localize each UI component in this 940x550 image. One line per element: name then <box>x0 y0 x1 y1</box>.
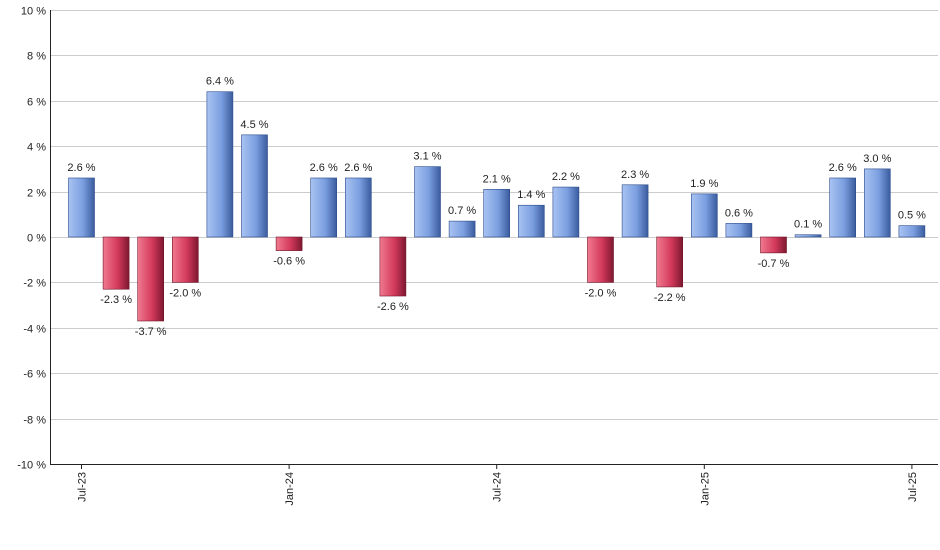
x-tick-label: Jan-24 <box>284 472 296 506</box>
bar-Jun-24 <box>448 220 476 238</box>
data-label: 0.6 % <box>725 207 753 219</box>
bar-Mar-24 <box>344 177 372 238</box>
bar-Jul-23 <box>68 177 95 238</box>
data-label: -0.6 % <box>273 256 305 268</box>
bar-Aug-24 <box>517 204 545 238</box>
bar-May-24 <box>414 166 441 238</box>
y-tick-label: -10 % <box>17 460 46 472</box>
x-tick-label: Jul-24 <box>492 472 504 502</box>
bar-Dec-24 <box>656 236 684 288</box>
data-label: 0.7 % <box>448 205 476 217</box>
data-label: 1.4 % <box>517 189 545 201</box>
data-labels: 2.6 % -2.3 % -3.7 % -2.0 % 6.4 % 4.5 % -0.6 % 2… <box>67 76 926 338</box>
bar-Jul-25 <box>898 225 926 238</box>
y-axis-ticks: 10 % 8 % 6 % 4 % 2 % 0 % -2 % -4 % -6 % -8 % -10 % <box>17 6 46 472</box>
x-tick-label: Jan-25 <box>699 472 711 506</box>
data-label: 2.6 % <box>344 162 372 174</box>
data-label: -2.0 % <box>585 287 617 299</box>
y-tick-label: 6 % <box>27 97 46 109</box>
data-label: 2.3 % <box>621 169 649 181</box>
bars <box>68 91 926 322</box>
bar-Aug-23 <box>102 236 130 290</box>
data-label: 2.6 % <box>67 162 95 174</box>
y-tick-label: 0 % <box>27 233 46 245</box>
bar-Dec-23 <box>241 134 268 238</box>
y-tick-label: 10 % <box>21 6 46 18</box>
bar-Jul-24 <box>483 189 511 238</box>
data-label: 0.1 % <box>794 219 822 231</box>
bar-Nov-24 <box>621 184 649 238</box>
bar-Oct-23 <box>172 236 199 283</box>
y-tick-label: -4 % <box>23 324 46 336</box>
bar-Feb-25 <box>725 223 753 238</box>
bar-Feb-24 <box>310 177 338 238</box>
y-tick-label: -2 % <box>23 278 46 290</box>
x-axis-ticks: Jul-23 Jan-24 Jul-24 Jan-25 Jul-25 <box>77 464 919 506</box>
x-tick-label: Jul-25 <box>907 472 919 502</box>
y-tick-label: 2 % <box>27 188 46 200</box>
bar-Apr-24 <box>379 236 407 297</box>
bar-Sep-24 <box>552 186 580 238</box>
x-tick-label: Jul-23 <box>77 472 89 502</box>
data-label: 2.2 % <box>552 171 580 183</box>
data-label: -2.3 % <box>100 294 132 306</box>
data-label: -3.7 % <box>135 326 167 338</box>
data-label: 3.0 % <box>863 153 891 165</box>
data-label: 4.5 % <box>240 119 268 131</box>
y-tick-label: 8 % <box>27 51 46 63</box>
y-tick-label: -6 % <box>23 369 46 381</box>
bar-Sep-23 <box>137 236 164 322</box>
data-label: 2.6 % <box>829 162 857 174</box>
bar-Jan-24 <box>275 236 303 251</box>
bar-Mar-25 <box>760 236 787 254</box>
data-label: 0.5 % <box>898 210 926 222</box>
data-label: 2.6 % <box>310 162 338 174</box>
data-label: 6.4 % <box>206 76 234 88</box>
data-label: -2.6 % <box>377 301 409 313</box>
data-label: -2.2 % <box>654 292 686 304</box>
bar-Oct-24 <box>587 236 614 283</box>
bar-Apr-25 <box>794 234 822 238</box>
data-label: -2.0 % <box>169 287 201 299</box>
bar-Nov-23 <box>206 91 234 238</box>
y-tick-label: -8 % <box>23 415 46 427</box>
axes <box>50 10 938 465</box>
data-label: 1.9 % <box>690 178 718 190</box>
bar-Jan-25 <box>690 193 718 238</box>
data-label: 2.1 % <box>483 173 511 185</box>
bar-May-25 <box>829 177 857 238</box>
data-label: 3.1 % <box>413 151 441 163</box>
y-tick-label: 4 % <box>27 142 46 154</box>
data-label: -0.7 % <box>758 258 790 270</box>
bar-Jun-25 <box>863 168 891 238</box>
